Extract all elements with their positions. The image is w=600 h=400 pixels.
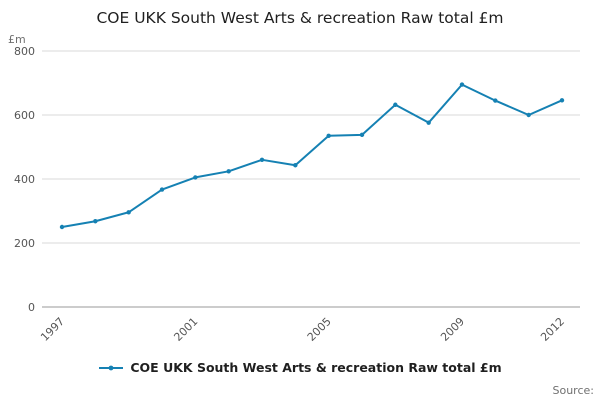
svg-text:0: 0 <box>28 301 35 314</box>
svg-text:200: 200 <box>14 237 35 250</box>
line-chart: 0 200 400 600 800 1997 2001 2005 2009 2012 <box>14 45 580 344</box>
legend-line-icon <box>99 365 124 370</box>
svg-text:2001: 2001 <box>171 315 200 344</box>
svg-text:1997: 1997 <box>38 315 67 344</box>
svg-text:400: 400 <box>14 173 35 186</box>
y-axis-unit-label: £m <box>8 33 26 46</box>
svg-text:2009: 2009 <box>438 315 467 344</box>
chart-title: COE UKK South West Arts & recreation Raw… <box>96 9 504 27</box>
legend-label: COE UKK South West Arts & recreation Raw… <box>130 360 502 375</box>
source-label: Source: <box>552 384 595 397</box>
svg-text:2012: 2012 <box>538 315 567 344</box>
legend: COE UKK South West Arts & recreation Raw… <box>0 360 600 375</box>
svg-text:800: 800 <box>14 45 35 58</box>
svg-text:600: 600 <box>14 109 35 122</box>
svg-text:2005: 2005 <box>305 315 334 344</box>
